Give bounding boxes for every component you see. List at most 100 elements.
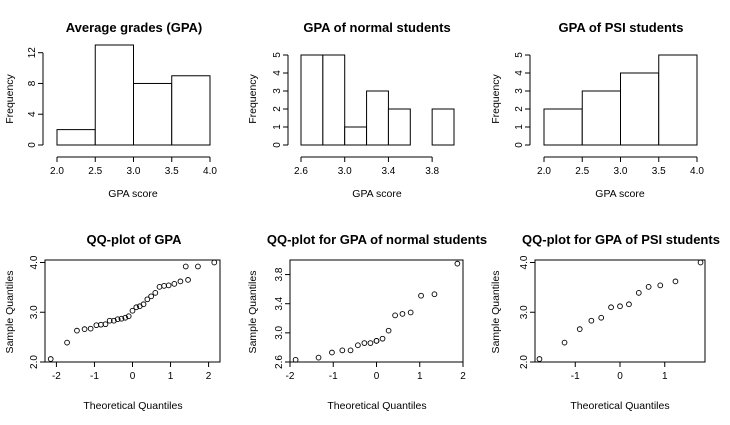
panel-3-bar [620,72,660,146]
panel-6-y-tick-label: 4.0 [519,255,530,269]
panel-1-y-tick-label: 12 [27,47,38,59]
panel-2-y-tick-label: 5 [272,52,283,58]
panel-4-point [47,356,54,362]
panel-6-point [626,301,632,308]
panel-6-point [598,314,605,321]
panel-4-point [148,293,154,300]
panel-6-title: QQ-plot for GPA of PSI students [522,232,720,247]
panel-4-point [133,304,140,311]
panel-1-bar [133,82,173,146]
panel-3-bar [658,54,698,146]
panel-2-bar [322,54,346,146]
panel-5-x-tick-label: -1 [329,371,338,382]
panel-5-point [392,312,398,319]
panel-3-x-tick-label: 4.0 [690,166,704,177]
panel-6-point [617,303,623,310]
panel-2-title: GPA of normal students [303,20,450,35]
panel-6-point [697,259,704,266]
panel-5-x-tick-label: 2 [460,371,466,382]
panel-4-x-tick-label: 0 [130,371,136,382]
panel-3-y-tick-label: 5 [514,52,525,58]
panel-5-point [407,309,414,316]
panel-3-bar [543,108,583,146]
panel-2-y-tick-label: 4 [272,70,283,76]
panel-1-xlabel: GPA score [108,188,158,200]
panel-2-bar [344,126,368,146]
panel-2-ylabel: Frequency [247,73,259,123]
panel-5-point [385,327,392,334]
panel-2-y-tick-label: 2 [272,106,283,112]
panel-4-point [211,259,218,266]
panel-4-x-tick-label: 2 [206,371,212,382]
panel-4-title: QQ-plot of GPA [86,232,182,247]
panel-3-title: GPA of PSI students [559,20,684,35]
panel-5-point [379,335,386,342]
panel-4-point [165,282,172,289]
panel-4-point [111,317,117,324]
panel-2-plot: 2.6 3.0 3.4 3.8 0 1 2 3 4 5 [272,52,455,177]
panel-2-bar [431,108,455,146]
panel-1-ylabel: Frequency [4,73,16,123]
panel-4-point [87,325,94,332]
panel-6-y-tick-label: 3.0 [519,305,530,319]
panel-4-point [74,327,80,334]
panel-4-point [152,289,159,296]
panel-5-point [367,340,374,346]
panel-2-y-tick-label: 3 [272,88,283,94]
panel-4-point [64,339,70,346]
panel-1-bar [94,44,134,146]
panel-3-y-tick-label: 2 [514,106,525,112]
panel-1-x-tick-label: 4.0 [203,166,217,177]
panel-5-x-tick-label: -2 [286,371,295,382]
panel-5-y-tick-label: 2.6 [274,355,285,369]
panel-2-bar [387,108,411,146]
panel-3-xlabel: GPA score [595,188,645,200]
panel-4-point [185,277,191,283]
panel-4-xlabel: Theoretical Quantiles [83,400,182,412]
panel-3-y-tick-label: 3 [514,88,525,94]
panel-5-y-tick-label: 3.4 [274,296,285,310]
panel-2-x-tick-label: 3.8 [425,166,439,177]
panel-1-bar [56,129,96,146]
panel-4-point [122,314,129,321]
panel-2-x-tick-label: 3.4 [381,166,395,177]
panel-6-point [561,339,568,346]
panel-1-plot: 2.0 2.5 3.0 3.5 4.0 0 4 8 12 [27,44,217,177]
panel-1-y-tick-label: 4 [27,111,38,117]
panel-6-xlabel: Theoretical Quantiles [570,400,669,412]
panel-1-y-tick-label: 0 [27,142,38,148]
panel-4-point [171,281,178,287]
panel-1-bar [171,75,211,146]
panel-4-point [140,301,147,308]
panel-6-x-tick-label: 1 [662,371,668,382]
panel-5-point [347,347,354,354]
panel-5-xlabel: Theoretical Quantiles [327,400,426,412]
panel-4-point [161,283,167,289]
panel-6-point [645,284,652,290]
panel-5-y-tick-label: 3.8 [274,267,285,281]
panel-6-point [657,282,664,289]
panel-3-bar [581,90,621,146]
panel-1-x-tick-label: 3.5 [165,166,179,177]
panel-1-y-tick-label: 8 [27,80,38,86]
panel-5-point [431,291,438,298]
panel-5-point [355,342,361,349]
panel-5-point [339,347,346,354]
panel-4-y-tick-label: 3.0 [29,305,40,319]
panel-5-x-tick-label: 1 [417,371,423,382]
panel-5-y-tick-label: 3.0 [274,325,285,339]
panel-4-plot: -2 -1 0 1 2 2.0 3.0 4.0 [29,255,221,382]
panel-5-point [373,338,380,344]
panel-6-ylabel: Sample Quantiles [490,271,502,354]
panel-5-point [454,260,461,267]
panel-6-x-tick-label: -1 [571,371,580,382]
panel-4-point [114,316,121,323]
panel-6-frame [534,259,706,363]
panel-4-point [156,284,163,290]
panel-6-point [588,317,595,324]
panel-1-x-tick-label: 2.0 [50,166,64,177]
panel-4-ylabel: Sample Quantiles [4,271,16,354]
panel-4-point [182,263,189,270]
panel-3-y-tick-label: 0 [514,142,525,148]
